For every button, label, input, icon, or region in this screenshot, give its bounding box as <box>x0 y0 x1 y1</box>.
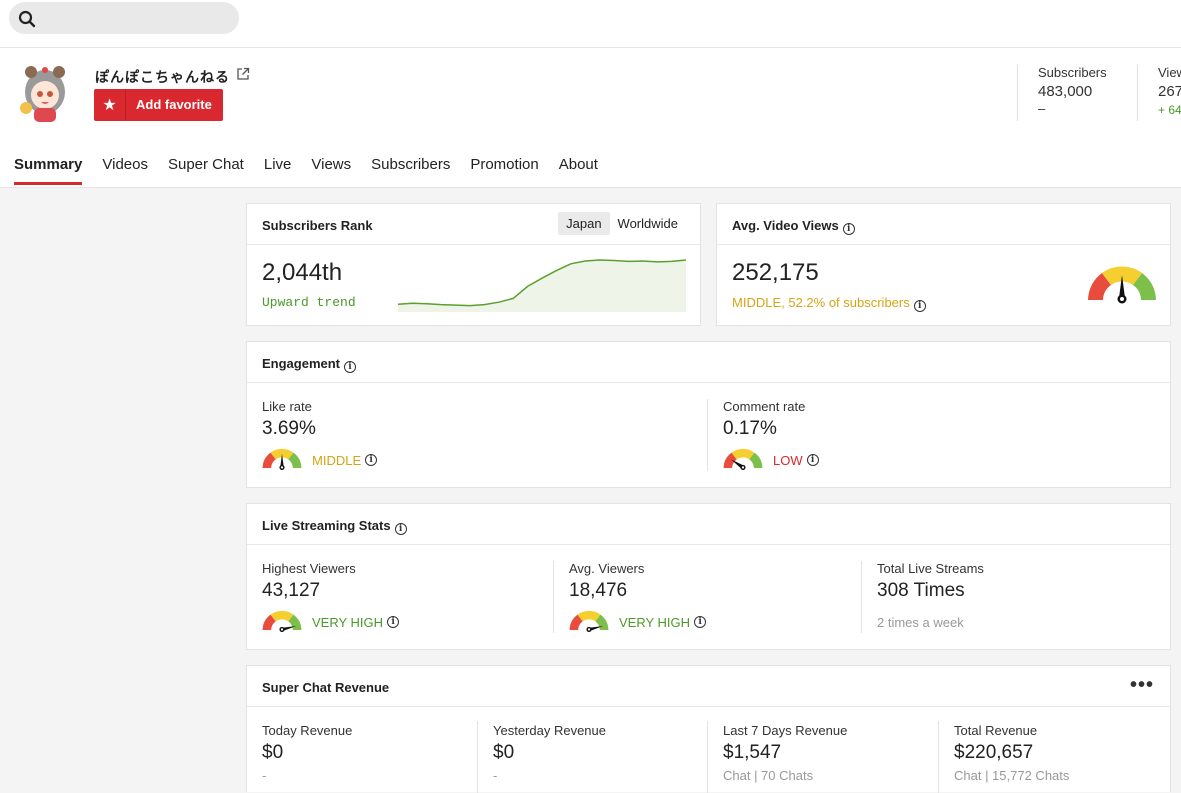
region-japan-button[interactable]: Japan <box>558 212 610 235</box>
divider <box>553 561 554 633</box>
views-stat: Views 267 + 64 <box>1137 65 1181 121</box>
info-icon[interactable]: i <box>806 454 819 466</box>
divider <box>707 721 708 793</box>
week-revenue-value: $1,547 <box>723 742 782 763</box>
divider <box>707 399 708 471</box>
today-revenue-label: Today Revenue <box>262 723 353 738</box>
tab-subscribers[interactable]: Subscribers <box>371 156 451 173</box>
tab-videos[interactable]: Videos <box>102 156 148 173</box>
highest-viewers-rating: VERY HIGH <box>312 614 384 630</box>
avg-video-views-card: Avg. Video Views i 252,175 MIDDLE, 52.2% … <box>716 203 1171 326</box>
external-link-icon[interactable] <box>236 67 250 81</box>
tab-about[interactable]: About <box>558 156 598 173</box>
highest-viewers-value: 43,127 <box>262 580 321 601</box>
live-stats-title: Live Streaming Stats <box>262 518 391 533</box>
views-stat-label: Views <box>1158 65 1181 80</box>
search-icon <box>18 10 36 28</box>
today-revenue-value: $0 <box>262 742 284 763</box>
rank-value: 2,044th <box>262 259 343 286</box>
avg-views-title: Avg. Video Views <box>732 218 839 233</box>
avg-views-note: MIDDLE, 52.2% of subscribers <box>732 295 910 310</box>
like-rate-rating: MIDDLE <box>312 452 362 468</box>
divider <box>861 561 862 633</box>
like-rate-value: 3.69% <box>262 418 316 439</box>
total-revenue-value: $220,657 <box>954 742 1034 763</box>
views-stat-delta: + 64 <box>1158 103 1181 117</box>
engagement-card: Engagement i Like rate 3.69% MIDDLE i Comm… <box>246 341 1171 488</box>
avg-views-value: 252,175 <box>732 259 819 286</box>
tab-promotion[interactable]: Promotion <box>470 156 539 173</box>
yesterday-revenue-value: $0 <box>493 742 515 763</box>
sparkline-area <box>398 260 686 312</box>
week-revenue-label: Last 7 Days Revenue <box>723 723 848 738</box>
rank-trend: Upward trend <box>262 295 356 310</box>
rank-region-toggle: Japan Worldwide <box>558 212 686 235</box>
total-revenue-label: Total Revenue <box>954 723 1038 738</box>
divider <box>938 721 939 793</box>
live-streaming-stats-card: Live Streaming Stats i Highest Viewers 43… <box>246 503 1171 650</box>
gauge-middle-icon <box>1088 266 1156 304</box>
tab-super-chat[interactable]: Super Chat <box>167 156 244 173</box>
super-chat-title: Super Chat Revenue <box>262 680 390 695</box>
add-favorite-button[interactable]: ★ Add favorite <box>94 89 223 121</box>
gauge-low-icon <box>723 448 763 470</box>
subscribers-stat: Subscribers 483,000 – <box>1017 65 1107 121</box>
total-live-streams-label: Total Live Streams <box>877 561 984 576</box>
tab-views[interactable]: Views <box>311 156 352 173</box>
info-icon[interactable]: i <box>387 616 400 628</box>
star-icon: ★ <box>94 89 126 121</box>
add-favorite-label: Add favorite <box>136 97 212 112</box>
info-icon[interactable]: i <box>344 361 357 373</box>
gauge-very-high-icon <box>262 610 302 632</box>
engagement-title: Engagement <box>262 356 341 371</box>
tab-summary[interactable]: Summary <box>14 156 83 185</box>
region-worldwide-button[interactable]: Worldwide <box>617 216 678 231</box>
total-live-streams-value: 308 Times <box>877 580 965 601</box>
info-icon[interactable]: i <box>394 523 407 535</box>
total-live-streams-note: 2 times a week <box>877 615 964 630</box>
yesterday-revenue-label: Yesterday Revenue <box>493 723 606 738</box>
highest-viewers-label: Highest Viewers <box>262 561 356 576</box>
info-icon[interactable]: i <box>913 300 926 312</box>
avg-viewers-rating: VERY HIGH <box>619 614 691 630</box>
comment-rate-rating: LOW <box>773 452 803 468</box>
channel-name: ぽんぽこちゃんねる <box>95 69 230 85</box>
channel-tabs: Summary Videos Super Chat Live Views Sub… <box>14 156 618 185</box>
more-options-icon[interactable]: ••• <box>1129 674 1154 696</box>
info-icon[interactable]: i <box>694 616 707 628</box>
comment-rate-label: Comment rate <box>723 399 806 414</box>
info-icon[interactable]: i <box>842 223 855 235</box>
total-revenue-note: Chat | 15,772 Chats <box>954 768 1070 783</box>
subscribers-stat-value: 483,000 <box>1038 83 1093 100</box>
avg-viewers-label: Avg. Viewers <box>569 561 645 576</box>
top-bar <box>0 0 1181 48</box>
yesterday-revenue-note: - <box>493 768 498 783</box>
channel-header: ぽんぽこちゃんねる ★ Add favorite Subscribers 483… <box>0 48 1181 188</box>
week-revenue-note: Chat | 70 Chats <box>723 768 814 783</box>
gauge-middle-icon <box>262 448 302 470</box>
subscribers-rank-title: Subscribers Rank <box>262 218 373 233</box>
like-rate-label: Like rate <box>262 399 312 414</box>
super-chat-revenue-card: Super Chat Revenue ••• Today Revenue $0 … <box>246 665 1171 793</box>
subscribers-stat-label: Subscribers <box>1038 65 1107 80</box>
channel-avatar[interactable] <box>14 62 76 126</box>
rank-sparkline-chart <box>397 259 687 312</box>
subscribers-rank-card: Subscribers Rank Japan Worldwide 2,044th… <box>246 203 701 326</box>
avg-viewers-value: 18,476 <box>569 580 628 601</box>
gauge-very-high-icon <box>569 610 609 632</box>
views-stat-value: 267 <box>1158 83 1181 100</box>
tab-live[interactable]: Live <box>263 156 292 173</box>
search-input[interactable] <box>9 2 239 34</box>
divider <box>477 721 478 793</box>
comment-rate-value: 0.17% <box>723 418 777 439</box>
today-revenue-note: - <box>262 768 267 783</box>
info-icon[interactable]: i <box>365 454 378 466</box>
sparkline-line <box>397 259 687 307</box>
subscribers-stat-delta: – <box>1038 101 1046 116</box>
